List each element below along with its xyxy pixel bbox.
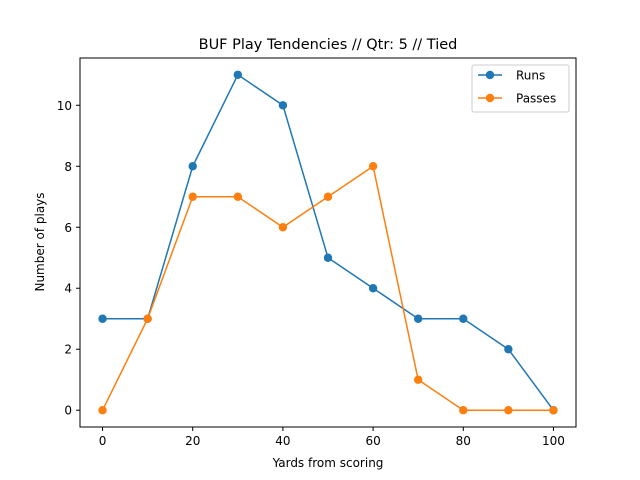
data-point-runs <box>504 345 513 354</box>
x-tick-label: 60 <box>365 434 380 448</box>
data-point-runs <box>233 70 243 79</box>
y-tick-label: 0 <box>64 404 72 418</box>
data-point-runs <box>368 284 378 293</box>
x-tick-label: 0 <box>99 434 107 448</box>
plot-area <box>98 70 558 415</box>
legend-label-passes: Passes <box>516 92 556 106</box>
data-point-runs <box>98 314 107 323</box>
legend-label-runs: Runs <box>516 69 545 83</box>
x-tick-label: 80 <box>456 434 471 448</box>
axes-frame <box>79 57 577 428</box>
y-tick-label: 6 <box>64 221 72 235</box>
legend-marker-passes <box>485 93 495 103</box>
x-axis-label: Yards from scoring <box>272 456 384 470</box>
data-point-runs <box>278 101 288 110</box>
data-point-passes <box>368 162 378 171</box>
legend: Runs Passes <box>471 64 570 113</box>
chart-title: BUF Play Tendencies // Qtr: 5 // Tied <box>199 37 458 53</box>
legend-box <box>471 64 570 113</box>
data-point-passes <box>459 406 468 415</box>
x-tick-label: 20 <box>185 434 200 448</box>
data-point-passes <box>549 406 558 415</box>
data-point-passes <box>233 192 243 201</box>
data-point-runs <box>323 253 333 262</box>
data-point-runs <box>413 314 423 323</box>
data-point-runs <box>188 162 197 171</box>
y-axis-label: Number of plays <box>33 192 47 291</box>
data-point-passes <box>143 314 152 323</box>
y-tick-label: 10 <box>57 99 72 113</box>
data-point-passes <box>504 406 513 415</box>
legend-marker-runs <box>485 70 495 80</box>
y-tick-label: 2 <box>64 343 72 357</box>
data-point-passes <box>323 192 333 201</box>
y-tick-label: 4 <box>64 282 72 296</box>
x-tick-label: 100 <box>542 434 565 448</box>
data-point-passes <box>413 375 423 384</box>
y-tick-label: 8 <box>64 160 72 174</box>
data-point-runs <box>459 314 468 323</box>
data-point-passes <box>98 406 107 415</box>
data-point-passes <box>188 192 197 201</box>
data-point-passes <box>278 223 288 232</box>
x-tick-label: 40 <box>275 434 290 448</box>
